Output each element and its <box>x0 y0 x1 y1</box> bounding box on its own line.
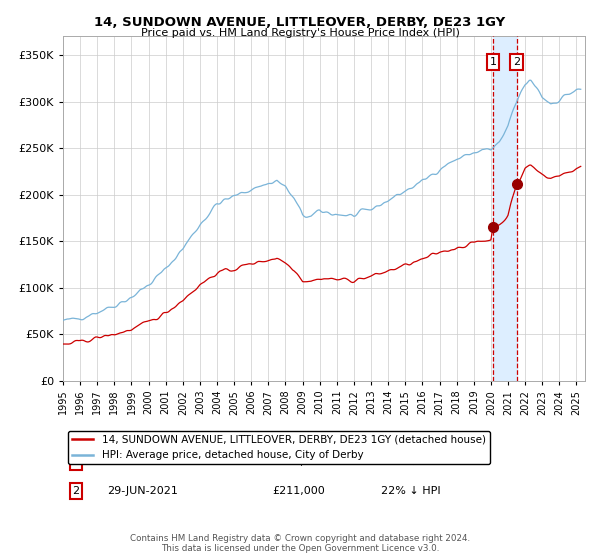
Text: 2: 2 <box>513 57 520 67</box>
Text: 14-FEB-2020: 14-FEB-2020 <box>107 457 179 466</box>
Text: £165,000: £165,000 <box>272 457 325 466</box>
Text: 14, SUNDOWN AVENUE, LITTLEOVER, DERBY, DE23 1GY: 14, SUNDOWN AVENUE, LITTLEOVER, DERBY, D… <box>94 16 506 29</box>
Legend: 14, SUNDOWN AVENUE, LITTLEOVER, DERBY, DE23 1GY (detached house), HPI: Average p: 14, SUNDOWN AVENUE, LITTLEOVER, DERBY, D… <box>68 431 490 464</box>
Text: 22% ↓ HPI: 22% ↓ HPI <box>382 486 441 496</box>
Text: £211,000: £211,000 <box>272 486 325 496</box>
Text: Price paid vs. HM Land Registry's House Price Index (HPI): Price paid vs. HM Land Registry's House … <box>140 28 460 38</box>
Text: 29-JUN-2021: 29-JUN-2021 <box>107 486 178 496</box>
Bar <box>493 36 517 381</box>
Text: 33% ↓ HPI: 33% ↓ HPI <box>382 457 441 466</box>
Text: Contains HM Land Registry data © Crown copyright and database right 2024.
This d: Contains HM Land Registry data © Crown c… <box>130 534 470 553</box>
Text: 1: 1 <box>73 457 80 466</box>
Text: 1: 1 <box>490 57 496 67</box>
Text: 2: 2 <box>73 486 80 496</box>
